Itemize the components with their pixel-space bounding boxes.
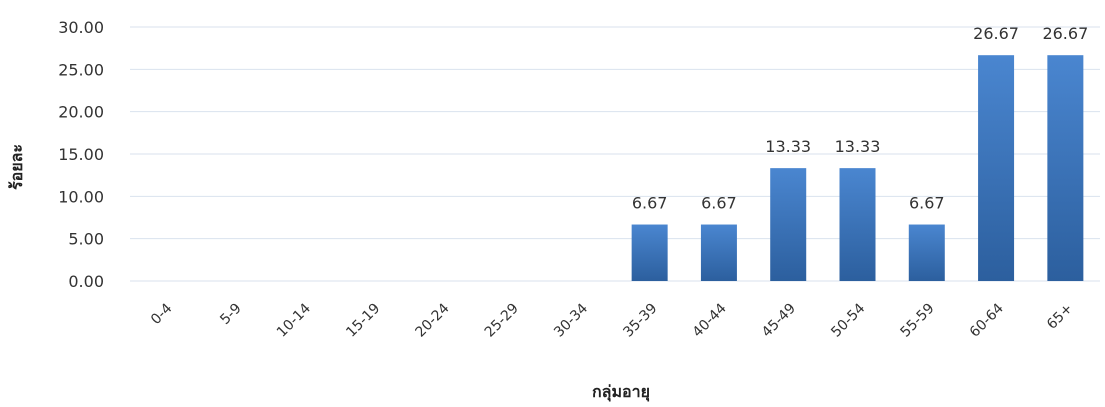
y-tick-label: 20.00 [58, 103, 104, 122]
x-axis-title: กลุ่มอายุ [592, 382, 650, 402]
x-tick-label: 60-64 [967, 300, 1007, 340]
data-label: 13.33 [835, 137, 881, 156]
x-tick-label: 20-24 [413, 300, 453, 340]
data-label: 26.67 [973, 24, 1019, 43]
bars [631, 55, 1084, 281]
y-axis-ticks: 0.00 5.00 10.00 15.00 20.00 25.00 30.00 [58, 18, 104, 291]
x-tick-label: 55-59 [898, 301, 938, 341]
y-tick-label: 10.00 [58, 187, 104, 206]
bar [1047, 55, 1084, 281]
bar [978, 55, 1015, 281]
data-labels: 6.67 6.67 13.33 13.33 6.67 26.67 26.67 [632, 24, 1088, 212]
data-label: 6.67 [632, 194, 668, 213]
data-label: 13.33 [765, 137, 811, 156]
x-tick-label: 30-34 [551, 300, 591, 340]
x-tick-label: 50-54 [828, 300, 868, 340]
y-tick-label: 5.00 [68, 230, 104, 249]
data-label: 6.67 [909, 194, 945, 213]
bar [839, 168, 876, 281]
bar [700, 224, 737, 281]
data-label: 6.67 [701, 194, 737, 213]
x-tick-label: 5-9 [217, 301, 244, 328]
y-tick-label: 0.00 [68, 272, 104, 291]
y-axis-title: ร้อยละ [7, 144, 26, 190]
y-tick-label: 15.00 [58, 145, 104, 164]
x-tick-label: 0-4 [148, 300, 176, 328]
x-tick-label: 10-14 [274, 300, 314, 340]
x-tick-label: 15-19 [343, 301, 383, 341]
x-tick-label: 35-39 [620, 301, 660, 341]
y-tick-label: 30.00 [58, 18, 104, 37]
x-axis-ticks: 0-4 5-9 10-14 15-19 20-24 25-29 30-34 35-39 40-4… [148, 300, 1076, 340]
bar [631, 224, 668, 281]
x-tick-label: 65+ [1044, 301, 1076, 333]
gridlines [130, 26, 1100, 282]
bar [770, 168, 807, 281]
x-tick-label: 45-49 [759, 301, 799, 341]
bar [908, 224, 945, 281]
y-tick-label: 25.00 [58, 60, 104, 79]
x-tick-label: 40-44 [690, 300, 730, 340]
data-label: 26.67 [1042, 24, 1088, 43]
x-tick-label: 25-29 [482, 301, 522, 341]
